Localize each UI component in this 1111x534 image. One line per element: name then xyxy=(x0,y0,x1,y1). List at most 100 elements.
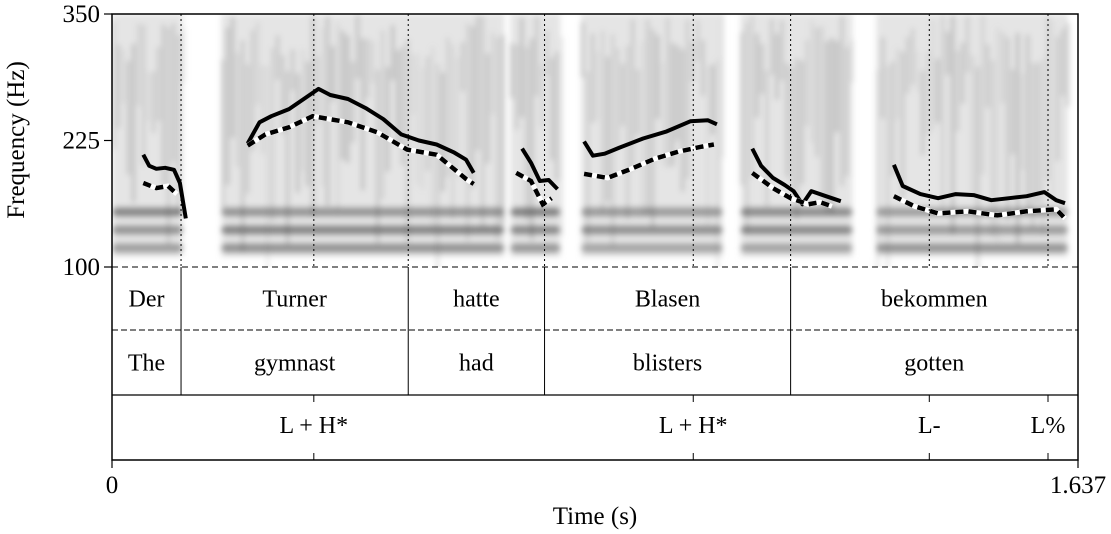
spectro-streak xyxy=(296,73,300,193)
spectro-streak xyxy=(231,16,235,138)
spectro-streak xyxy=(666,17,670,168)
spectro-streak xyxy=(626,45,630,220)
spectro-streak xyxy=(760,43,764,95)
pitch-track-solid-segment xyxy=(892,164,1066,206)
spectro-streak xyxy=(555,51,559,181)
y-axis-label: Frequency (Hz) xyxy=(3,61,30,219)
spectro-band xyxy=(581,207,723,217)
spectro-streak xyxy=(916,51,920,93)
spectro-streak xyxy=(931,19,935,131)
spectro-streak xyxy=(431,46,435,229)
spectro-streak xyxy=(906,36,910,94)
spectro-streak xyxy=(246,64,250,194)
spectro-band xyxy=(740,225,853,235)
spectro-streak xyxy=(755,33,759,118)
spectro-streak xyxy=(991,60,995,237)
spectro-streak xyxy=(152,71,155,134)
spectro-band xyxy=(510,225,561,235)
spectro-streak xyxy=(716,59,720,267)
spectro-streak xyxy=(646,19,650,215)
tier-german-label: Turner xyxy=(262,287,326,313)
spectro-streak xyxy=(581,22,585,78)
spectro-streak xyxy=(386,66,390,172)
spectro-streak xyxy=(691,41,695,82)
spectro-streak xyxy=(840,15,844,187)
spectro-streak xyxy=(636,69,640,135)
spectro-streak xyxy=(510,43,514,99)
spectro-streak xyxy=(1051,20,1055,203)
spectro-streak xyxy=(911,28,915,85)
spectro-streak xyxy=(770,18,774,75)
spectro-streak xyxy=(921,70,925,156)
spectro-streak xyxy=(996,27,1000,243)
spectro-streak xyxy=(671,42,675,167)
spectro-streak xyxy=(815,27,819,157)
spectro-band xyxy=(112,243,183,253)
y-tick-label: 225 xyxy=(63,128,101,155)
spectro-streak xyxy=(496,37,500,242)
tone-label: L- xyxy=(918,413,941,439)
spectro-streak xyxy=(1061,29,1065,96)
spectro-streak xyxy=(686,19,690,179)
spectro-streak xyxy=(426,56,430,171)
spectro-streak xyxy=(1041,58,1045,234)
spectro-streak xyxy=(162,24,165,186)
spectro-streak xyxy=(1066,22,1070,107)
spectro-streak xyxy=(341,30,345,160)
pitch-track-dashed-segment xyxy=(515,170,553,208)
spectro-streak xyxy=(456,57,460,178)
pitch-track-dashed-segment xyxy=(750,171,833,209)
spectro-streak xyxy=(976,66,980,267)
spectro-streak xyxy=(436,63,440,267)
spectro-streak xyxy=(896,48,900,119)
spectro-streak xyxy=(981,14,985,175)
spectro-streak xyxy=(321,27,325,187)
spectro-streak xyxy=(810,20,814,144)
spectro-streak xyxy=(1001,31,1005,104)
tier-english-label: The xyxy=(128,351,165,377)
spectro-streak xyxy=(391,25,395,81)
spectro-streak xyxy=(926,52,930,136)
spectro-streak xyxy=(765,70,769,207)
annotation-tiers: Der Turner hatte Blasen bekommen The gymnast ha… xyxy=(128,267,1065,460)
spectro-streak xyxy=(1036,62,1040,204)
spectro-streak xyxy=(356,14,360,79)
spectro-streak xyxy=(596,51,600,120)
spectro-streak xyxy=(411,53,415,116)
spectro-streak xyxy=(780,20,784,81)
spectro-streak xyxy=(276,35,280,80)
spectro-streak xyxy=(951,15,955,236)
spectro-streak xyxy=(701,39,705,96)
spectro-streak xyxy=(795,58,799,220)
pitch-track-solid-segment xyxy=(520,147,559,191)
spectro-streak xyxy=(631,19,635,170)
spectro-streak xyxy=(591,33,595,123)
pitch-track-solid-segment xyxy=(245,86,476,174)
spectro-streak xyxy=(545,30,549,76)
plot-frame xyxy=(111,13,1079,461)
spectro-streak xyxy=(127,60,130,175)
spectro-streak xyxy=(740,31,744,186)
spectro-streak xyxy=(651,28,655,229)
tier-english-label: blisters xyxy=(633,351,702,377)
spectro-streak xyxy=(1056,36,1060,162)
spectro-streak xyxy=(696,19,700,61)
spectro-streak xyxy=(805,39,809,126)
pitch-track-solid-segment xyxy=(141,153,188,219)
spectro-streak xyxy=(606,56,610,202)
spectro-streak xyxy=(540,65,544,128)
spectro-band xyxy=(740,243,853,253)
spectro-streak xyxy=(446,37,450,178)
y-tick-label: 350 xyxy=(63,1,101,28)
spectro-band xyxy=(876,225,1068,235)
spectro-streak xyxy=(501,34,505,225)
spectro-streak xyxy=(711,64,715,135)
x-tick-label: 0 xyxy=(106,472,119,499)
spectro-streak xyxy=(226,27,230,185)
spectro-streak xyxy=(775,33,779,100)
spectro-streak xyxy=(256,21,260,105)
pitch-track-dashed-segment xyxy=(583,142,715,181)
spectro-streak xyxy=(177,35,180,215)
spectro-streak xyxy=(376,69,380,243)
pitch-track-dashed-segment xyxy=(892,194,1067,220)
